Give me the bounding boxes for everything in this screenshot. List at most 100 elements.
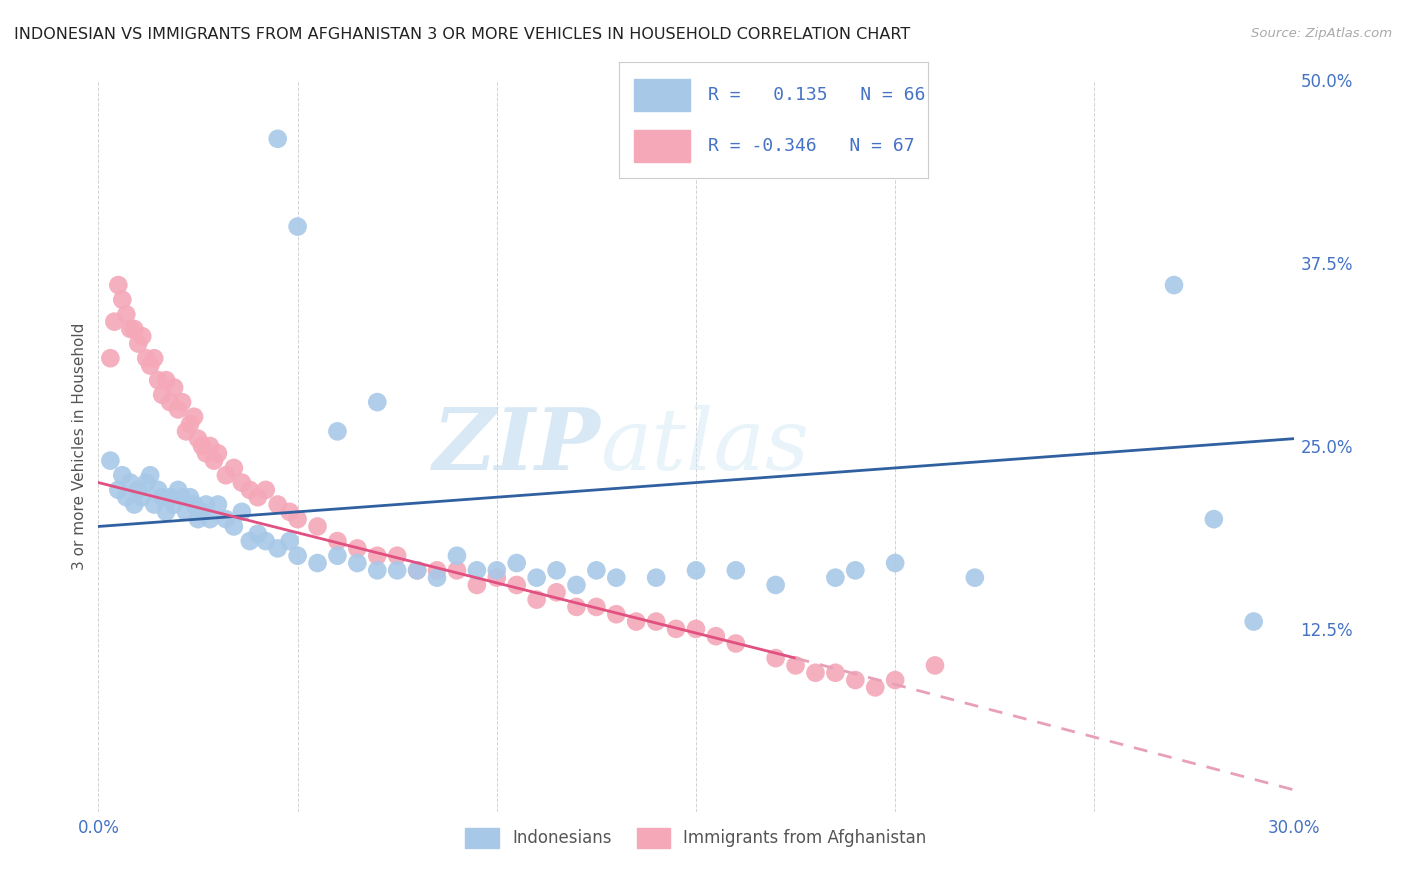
Text: INDONESIAN VS IMMIGRANTS FROM AFGHANISTAN 3 OR MORE VEHICLES IN HOUSEHOLD CORREL: INDONESIAN VS IMMIGRANTS FROM AFGHANISTA… xyxy=(14,27,910,42)
Point xyxy=(1163,278,1185,293)
Y-axis label: 3 or more Vehicles in Household: 3 or more Vehicles in Household xyxy=(72,322,87,570)
Point xyxy=(191,439,214,453)
Point xyxy=(187,432,209,446)
Point xyxy=(198,512,221,526)
Point xyxy=(215,512,238,526)
Text: R = -0.346   N = 67: R = -0.346 N = 67 xyxy=(709,137,915,155)
Point xyxy=(884,673,907,687)
Point xyxy=(207,498,229,512)
Point xyxy=(179,490,201,504)
Point xyxy=(685,563,707,577)
Point xyxy=(1202,512,1225,526)
Point xyxy=(131,329,153,343)
Point xyxy=(506,556,529,570)
Point xyxy=(202,453,225,467)
Point xyxy=(120,475,142,490)
Point xyxy=(485,571,508,585)
Point xyxy=(174,425,197,439)
Point xyxy=(159,490,181,504)
Point xyxy=(287,549,309,563)
Point xyxy=(406,563,429,577)
Point xyxy=(924,658,946,673)
Point xyxy=(246,490,269,504)
Point xyxy=(645,615,668,629)
Point xyxy=(605,571,627,585)
Point xyxy=(267,498,290,512)
Point xyxy=(406,563,429,577)
Point xyxy=(231,505,253,519)
Point xyxy=(150,490,173,504)
Bar xyxy=(634,129,690,162)
Point xyxy=(765,651,787,665)
Point xyxy=(103,315,125,329)
Point xyxy=(222,461,245,475)
Point xyxy=(172,490,194,504)
Text: R =   0.135   N = 66: R = 0.135 N = 66 xyxy=(709,86,925,103)
Point xyxy=(385,563,409,577)
Point xyxy=(565,599,588,614)
Point xyxy=(124,498,146,512)
Point xyxy=(127,336,149,351)
Point xyxy=(765,578,787,592)
Point xyxy=(346,556,368,570)
Text: atlas: atlas xyxy=(600,405,810,487)
Point xyxy=(824,665,846,680)
Point xyxy=(307,556,329,570)
Point xyxy=(824,571,846,585)
Point xyxy=(183,409,205,424)
Point xyxy=(963,571,986,585)
Point xyxy=(426,563,449,577)
Point xyxy=(148,373,170,387)
Point xyxy=(844,673,866,687)
Point xyxy=(167,483,190,497)
Point xyxy=(172,395,194,409)
Point xyxy=(159,395,181,409)
Point xyxy=(1243,615,1265,629)
Point xyxy=(207,446,229,460)
Point xyxy=(222,519,245,533)
Point xyxy=(506,578,529,592)
Point xyxy=(278,505,301,519)
Point xyxy=(143,498,166,512)
Point xyxy=(120,322,142,336)
Point xyxy=(246,526,269,541)
Point xyxy=(465,563,488,577)
Text: Source: ZipAtlas.com: Source: ZipAtlas.com xyxy=(1251,27,1392,40)
Point xyxy=(366,395,388,409)
Point xyxy=(865,681,887,695)
Point xyxy=(131,490,153,504)
Point xyxy=(645,571,668,585)
Point xyxy=(326,549,349,563)
Point xyxy=(124,322,146,336)
Point xyxy=(107,278,129,293)
Point xyxy=(366,563,388,577)
Point xyxy=(605,607,627,622)
Text: ZIP: ZIP xyxy=(433,404,600,488)
Bar xyxy=(634,78,690,112)
Point xyxy=(254,483,277,497)
Point xyxy=(155,373,177,387)
Point xyxy=(155,505,177,519)
Point xyxy=(179,417,201,431)
Point xyxy=(135,351,157,366)
Point xyxy=(385,549,409,563)
Point xyxy=(626,615,648,629)
Point xyxy=(426,571,449,585)
Point xyxy=(465,578,488,592)
Point xyxy=(195,446,218,460)
Point xyxy=(665,622,688,636)
Point xyxy=(150,388,173,402)
Point xyxy=(804,665,827,680)
Point xyxy=(167,402,190,417)
Point xyxy=(127,483,149,497)
Point xyxy=(239,483,262,497)
Point xyxy=(174,505,197,519)
Point xyxy=(115,490,138,504)
Point xyxy=(546,585,568,599)
Point xyxy=(585,599,607,614)
Point xyxy=(187,512,209,526)
Point xyxy=(446,563,468,577)
Point xyxy=(704,629,727,643)
Point xyxy=(148,483,170,497)
Point xyxy=(115,307,138,321)
